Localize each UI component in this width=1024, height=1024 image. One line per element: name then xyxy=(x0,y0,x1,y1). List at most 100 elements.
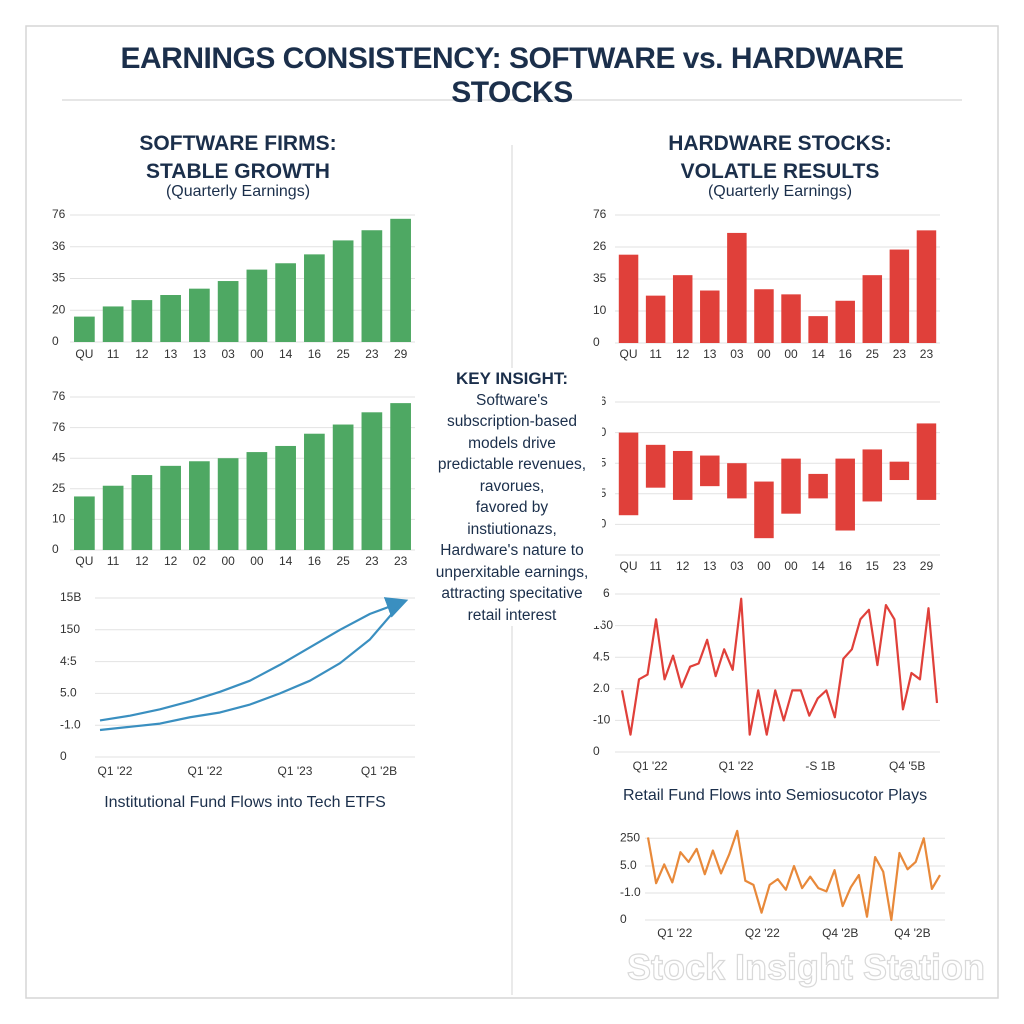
y-tick-label: 20 xyxy=(52,302,66,316)
bar xyxy=(889,249,910,343)
bar xyxy=(700,290,720,343)
x-tick-label: 16 xyxy=(839,347,853,361)
y-tick-label: 76 xyxy=(52,389,66,403)
insight-line: retail interest xyxy=(467,606,557,624)
x-tick-label: QU xyxy=(620,559,638,573)
bar xyxy=(131,300,153,342)
bar xyxy=(332,240,354,342)
chart-title: HARDWARE STOCKS: VOLATLE RESULTS xyxy=(668,132,892,183)
bar xyxy=(275,263,296,342)
y-tick-label: 4.5 xyxy=(593,649,610,663)
bar xyxy=(361,230,383,342)
range-bar xyxy=(835,458,855,531)
x-tick-label: 13 xyxy=(164,347,178,361)
chart-caption: Institutional Fund Flows into Tech ETFS xyxy=(104,794,386,811)
x-tick-label: 25 xyxy=(866,347,880,361)
range-bar xyxy=(916,423,937,500)
bar xyxy=(618,254,639,343)
x-tick-label: 16 xyxy=(839,559,853,573)
y-tick-label: 0 xyxy=(620,912,627,926)
x-tick-label: 13 xyxy=(703,559,717,573)
bar xyxy=(862,275,883,343)
page-title: EARNINGS CONSISTENCY: SOFTWARE vs. HARDW… xyxy=(120,42,904,109)
bar xyxy=(835,300,855,343)
x-tick-label: 14 xyxy=(279,347,293,361)
key-insight: KEY INSIGHT: Software's subscription-base… xyxy=(422,368,602,626)
y-tick-label: 76 xyxy=(52,207,66,221)
y-tick-label: 45 xyxy=(52,450,66,464)
x-tick-label: 03 xyxy=(221,347,235,361)
bar xyxy=(217,281,239,342)
y-tick-label: 25 xyxy=(52,481,66,495)
insight-line: predictable revenues, xyxy=(437,456,587,473)
bar xyxy=(304,254,325,342)
x-tick-label: 03 xyxy=(730,347,744,361)
range-bar xyxy=(700,455,720,487)
bar xyxy=(102,485,124,550)
line-series xyxy=(99,597,409,722)
insight-line: instiutionazs, xyxy=(467,520,557,538)
x-tick-label: 23 xyxy=(893,559,907,573)
x-tick-label: 11 xyxy=(649,559,662,573)
bar xyxy=(916,230,937,343)
x-tick-label: Q1 '23 xyxy=(278,764,313,778)
bar xyxy=(160,465,181,550)
x-tick-label: QU xyxy=(75,347,93,361)
bar xyxy=(808,316,828,343)
x-tick-label: 12 xyxy=(676,559,690,573)
watermark: Stock Insight Station xyxy=(627,947,985,988)
range-bar xyxy=(808,473,828,499)
x-tick-label: 12 xyxy=(164,554,178,568)
range-bar xyxy=(862,449,883,502)
x-tick-label: 13 xyxy=(703,347,717,361)
y-tick-label: 250 xyxy=(620,830,640,844)
y-tick-label: -1.0 xyxy=(620,885,641,899)
y-tick-label: 26 xyxy=(593,239,607,253)
chart-title: SOFTWARE FIRMS: STABLE GROWTH xyxy=(139,132,337,183)
x-tick-label: Q1 '22 xyxy=(719,759,754,773)
x-tick-label: 25 xyxy=(336,554,350,568)
line-series xyxy=(620,597,939,736)
y-tick-label: 5.0 xyxy=(620,858,637,872)
x-tick-label: 02 xyxy=(193,554,207,568)
y-tick-label: 4:5 xyxy=(60,654,77,668)
x-tick-label: 14 xyxy=(811,559,825,573)
bar xyxy=(189,461,210,550)
bar xyxy=(361,412,383,550)
range-bar xyxy=(727,463,747,499)
y-tick-label: 35 xyxy=(593,271,607,285)
bar xyxy=(390,403,411,550)
y-tick-label: 0 xyxy=(60,749,67,763)
bar xyxy=(781,294,801,343)
x-tick-label: 25 xyxy=(336,347,350,361)
bar xyxy=(131,475,153,550)
y-tick-label: 10 xyxy=(52,512,66,526)
y-tick-label: 76 xyxy=(52,420,66,434)
y-tick-label: 5.0 xyxy=(60,686,77,700)
y-tick-label: -1.0 xyxy=(60,717,81,731)
range-bar xyxy=(618,432,639,516)
insight-line: attracting specitative xyxy=(441,585,583,602)
range-bar xyxy=(754,481,774,539)
line-series xyxy=(646,829,941,922)
insight-line: subscription-based xyxy=(446,413,578,430)
bar xyxy=(304,433,325,550)
y-tick-label: 0 xyxy=(52,542,59,556)
x-tick-label: Q4 '5B xyxy=(889,759,925,773)
frame xyxy=(25,25,999,999)
insight-line: favored by xyxy=(475,499,549,516)
x-tick-label: Q1 '22 xyxy=(98,764,133,778)
y-tick-label: 76 xyxy=(593,207,607,221)
bar xyxy=(189,288,210,342)
bar xyxy=(754,289,774,343)
x-tick-label: 23 xyxy=(920,347,934,361)
x-tick-label: 11 xyxy=(107,347,120,361)
range-bar xyxy=(889,461,910,481)
y-tick-label: -10 xyxy=(593,713,611,727)
insight-line: Hardware's nature to xyxy=(440,542,584,559)
x-tick-label: 12 xyxy=(676,347,690,361)
x-tick-label: 23 xyxy=(394,554,408,568)
bar xyxy=(246,269,268,342)
x-tick-label: 00 xyxy=(757,347,771,361)
